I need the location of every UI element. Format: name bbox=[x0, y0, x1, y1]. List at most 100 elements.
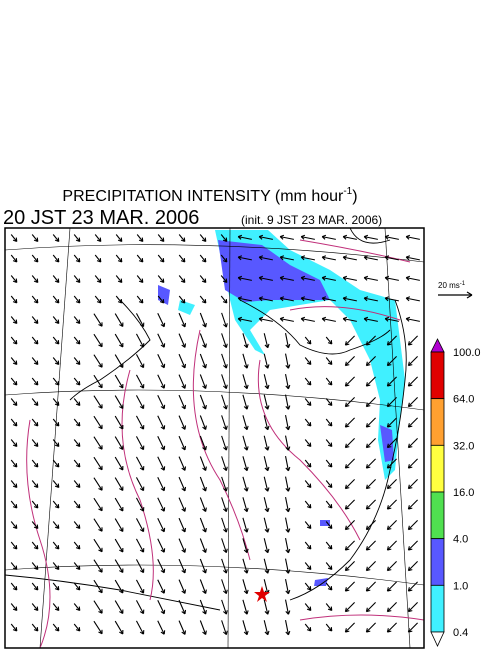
wind-arrow bbox=[178, 254, 186, 263]
wind-arrow bbox=[199, 497, 207, 512]
wind-arrow bbox=[279, 255, 294, 261]
wind-arrow bbox=[114, 395, 124, 409]
wind-arrow bbox=[10, 234, 18, 243]
wind-arrow bbox=[114, 436, 124, 450]
wind-arrow bbox=[135, 579, 145, 594]
wind-arrow bbox=[31, 377, 39, 386]
wind-arrow bbox=[386, 520, 397, 531]
wind-arrow bbox=[405, 316, 420, 322]
wind-arrow bbox=[115, 275, 123, 284]
wind-arrow bbox=[73, 500, 81, 509]
wind-scale-label: 20 ms-1 bbox=[438, 281, 466, 290]
wind-arrow bbox=[115, 254, 123, 263]
wind-arrow bbox=[73, 275, 81, 284]
wind-arrow bbox=[199, 275, 207, 284]
wind-arrow bbox=[93, 313, 103, 327]
wind-arrow bbox=[237, 275, 252, 281]
wind-arrow bbox=[242, 558, 249, 574]
wind-arrow bbox=[157, 620, 166, 635]
colorbar-label: 64.0 bbox=[453, 394, 474, 406]
wind-arrow bbox=[325, 459, 333, 468]
wind-arrow bbox=[407, 581, 418, 592]
wind-arrow bbox=[114, 497, 124, 512]
pressure-contours bbox=[26, 239, 424, 648]
wind-arrow bbox=[10, 459, 18, 468]
wind-arrow bbox=[10, 521, 18, 530]
wind-arrow bbox=[199, 415, 207, 430]
wind-arrow bbox=[178, 312, 187, 328]
wind-arrow bbox=[237, 255, 252, 261]
wind-arrow bbox=[407, 520, 418, 531]
wind-arrow bbox=[237, 316, 252, 322]
wind-arrow bbox=[136, 295, 144, 304]
wind-arrow bbox=[114, 538, 124, 553]
wind-arrow bbox=[263, 415, 270, 431]
wind-arrow bbox=[93, 456, 103, 471]
wind-arrow bbox=[157, 579, 166, 594]
wind-arrow bbox=[157, 436, 166, 451]
wind-arrow bbox=[31, 275, 39, 284]
wind-arrow bbox=[10, 603, 18, 612]
wind-arrow bbox=[321, 296, 336, 302]
wind-arrow bbox=[304, 603, 312, 612]
wind-arrow bbox=[157, 254, 165, 263]
graticule bbox=[5, 228, 424, 648]
wind-arrow bbox=[258, 316, 273, 322]
wind-arrow bbox=[407, 356, 418, 367]
wind-arrow bbox=[304, 459, 312, 468]
wind-arrow bbox=[242, 599, 249, 615]
colorbar-segment bbox=[430, 538, 445, 586]
location-marker bbox=[254, 586, 270, 602]
wind-arrow bbox=[93, 415, 103, 430]
wind-arrow bbox=[304, 439, 312, 448]
wind-arrow bbox=[365, 376, 376, 387]
wind-arrow bbox=[304, 418, 312, 427]
wind-arrow bbox=[199, 254, 207, 263]
wind-arrow bbox=[93, 477, 103, 491]
wind-arrow bbox=[220, 234, 228, 243]
wind-arrow bbox=[242, 374, 249, 390]
wind-arrow bbox=[344, 520, 355, 531]
wind-arrow bbox=[199, 435, 207, 451]
wind-arrow bbox=[304, 541, 312, 550]
wind-scale-text: 20 ms bbox=[438, 281, 460, 290]
wind-arrow bbox=[135, 333, 145, 348]
colorbar-segment bbox=[430, 398, 445, 446]
wind-arrow bbox=[325, 541, 333, 550]
wind-arrow bbox=[52, 357, 60, 366]
wind-arrow bbox=[178, 456, 187, 471]
wind-arrow bbox=[135, 559, 145, 574]
wind-arrow bbox=[52, 562, 60, 571]
wind-arrow bbox=[405, 275, 420, 281]
wind-arrow bbox=[386, 397, 397, 408]
wind-arrow bbox=[325, 377, 333, 386]
wind-arrow bbox=[321, 275, 336, 281]
wind-arrow bbox=[263, 517, 270, 533]
wind-arrow bbox=[365, 561, 376, 572]
wind-arrow bbox=[304, 377, 312, 386]
wind-arrow bbox=[242, 620, 249, 636]
wind-arrow bbox=[114, 313, 124, 327]
wind-arrow bbox=[279, 296, 294, 302]
wind-arrow bbox=[300, 255, 315, 261]
wind-arrow bbox=[114, 456, 124, 471]
wind-arrow bbox=[94, 254, 102, 263]
wind-arrow bbox=[73, 316, 81, 325]
wind-arrow bbox=[94, 275, 102, 284]
wind-arrow bbox=[52, 500, 60, 509]
wind-arrow bbox=[73, 254, 81, 263]
wind-arrow bbox=[178, 476, 187, 492]
wind-arrow bbox=[10, 357, 18, 366]
wind-arrow bbox=[135, 436, 145, 451]
wind-arrow bbox=[135, 395, 145, 410]
wind-arrow bbox=[178, 558, 187, 574]
wind-arrow bbox=[342, 234, 357, 240]
wind-arrow bbox=[386, 602, 397, 613]
wind-arrow bbox=[93, 518, 103, 532]
wind-arrow bbox=[221, 517, 228, 533]
wind-arrow bbox=[242, 456, 249, 472]
wind-arrow bbox=[407, 540, 418, 551]
wind-arrow bbox=[221, 456, 228, 472]
wind-arrow bbox=[386, 376, 397, 387]
wind-arrow bbox=[221, 497, 228, 513]
